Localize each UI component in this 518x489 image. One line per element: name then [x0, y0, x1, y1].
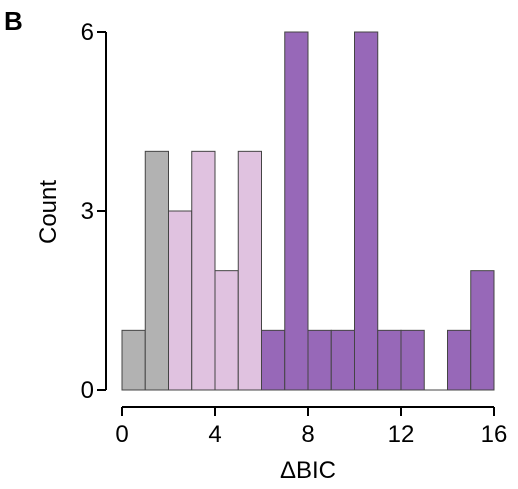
x-tick-label-0: 0	[115, 421, 128, 448]
histogram-bar-4	[214, 270, 239, 391]
y-tick-label-3: 3	[81, 198, 94, 225]
histogram-bar-12	[400, 329, 425, 391]
histogram-bar-15	[470, 270, 495, 391]
histogram-bar-11	[377, 329, 402, 391]
histogram-bar-14	[447, 329, 472, 391]
histogram-bar-3	[191, 150, 216, 391]
x-tick-label-4: 4	[208, 421, 221, 448]
axes: 0 4 8 12 16 0 3 6	[81, 19, 508, 448]
histogram-bar-6	[261, 329, 286, 391]
histogram-bar-10	[354, 31, 379, 391]
x-axis-title: ΔBIC	[280, 457, 336, 484]
panel-label: B	[4, 6, 23, 36]
histogram-bar-5	[237, 150, 262, 391]
histogram-bars	[121, 31, 495, 391]
histogram-bar-2	[168, 210, 193, 391]
y-tick-label-0: 0	[81, 377, 94, 404]
y-axis-title: Count	[35, 180, 62, 244]
histogram-bar-8	[307, 329, 332, 391]
x-tick-label-12: 12	[388, 421, 415, 448]
histogram-bar-1	[144, 150, 169, 391]
y-tick-label-6: 6	[81, 19, 94, 46]
histogram-bar-9	[330, 329, 355, 391]
histogram-bar-0	[121, 329, 146, 391]
x-tick-label-16: 16	[481, 421, 508, 448]
histogram-bar-7	[284, 31, 309, 391]
x-tick-label-8: 8	[301, 421, 314, 448]
